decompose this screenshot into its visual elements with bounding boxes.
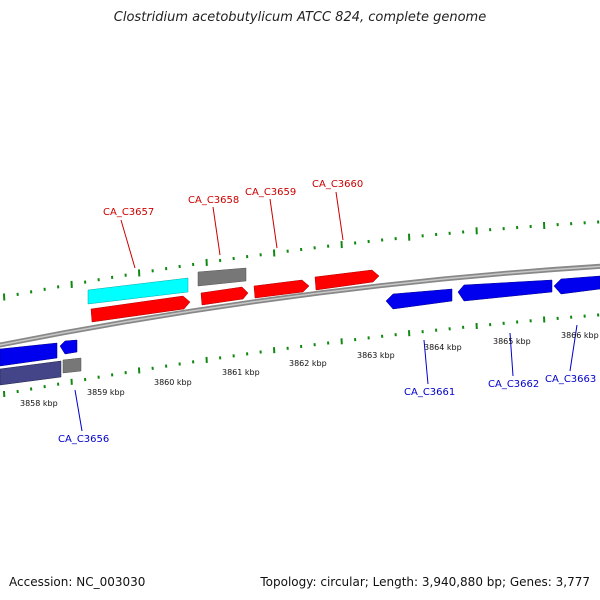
genome-summary-text: Topology: circular; Length: 3,940,880 bp… bbox=[260, 575, 590, 589]
scale-label: 3860 kbp bbox=[154, 378, 192, 387]
gene-ca-c3656-left[interactable] bbox=[0, 342, 58, 367]
upper-scale-ticks bbox=[3, 220, 600, 301]
gene-grey-upper[interactable] bbox=[197, 267, 247, 287]
scale-label: 3863 kbp bbox=[357, 351, 395, 360]
gene-dark-lower[interactable] bbox=[0, 360, 62, 386]
gene-grey-lower[interactable] bbox=[62, 357, 82, 374]
gene-ca-c3663[interactable] bbox=[553, 275, 600, 295]
forward-genes bbox=[87, 267, 380, 323]
genome-title: Clostridium acetobutylicum ATCC 824, com… bbox=[113, 10, 487, 25]
gene-blue-small[interactable] bbox=[59, 339, 78, 355]
scale-label: 3858 kbp bbox=[20, 399, 58, 408]
reverse-leaders bbox=[74, 324, 578, 432]
scale-label: 3862 kbp bbox=[289, 359, 327, 368]
scale-label: 3866 kbp bbox=[561, 331, 599, 340]
gene-ca-c3661[interactable] bbox=[385, 288, 453, 310]
label-ca-c3661[interactable]: CA_C3661 bbox=[404, 387, 455, 398]
label-ca-c3660[interactable]: CA_C3660 bbox=[312, 179, 363, 190]
scale-label: 3865 kbp bbox=[493, 337, 531, 346]
gene-ca-c3662[interactable] bbox=[457, 279, 553, 302]
gene-ca-c3659[interactable] bbox=[253, 279, 310, 299]
label-ca-c3657[interactable]: CA_C3657 bbox=[103, 207, 154, 218]
scale-labels: 3858 kbp 3859 kbp 3860 kbp 3861 kbp 3862… bbox=[20, 331, 599, 408]
gene-ca-c3660[interactable] bbox=[314, 269, 380, 291]
gene-cyan[interactable] bbox=[87, 277, 189, 305]
scale-label: 3859 kbp bbox=[87, 388, 125, 397]
scale-label: 3864 kbp bbox=[424, 343, 462, 352]
forward-leaders bbox=[120, 191, 344, 269]
label-ca-c3663[interactable]: CA_C3663 bbox=[545, 374, 596, 385]
accession-text: Accession: NC_003030 bbox=[9, 575, 146, 589]
lower-scale-ticks bbox=[3, 313, 600, 398]
reverse-genes bbox=[0, 275, 600, 386]
label-ca-c3658[interactable]: CA_C3658 bbox=[188, 195, 239, 206]
label-ca-c3656[interactable]: CA_C3656 bbox=[58, 434, 109, 445]
scale-label: 3861 kbp bbox=[222, 368, 260, 377]
label-ca-c3662[interactable]: CA_C3662 bbox=[488, 379, 539, 390]
gene-ca-c3657[interactable] bbox=[90, 295, 191, 323]
label-ca-c3659[interactable]: CA_C3659 bbox=[245, 187, 296, 198]
gene-ca-c3658[interactable] bbox=[200, 286, 249, 306]
